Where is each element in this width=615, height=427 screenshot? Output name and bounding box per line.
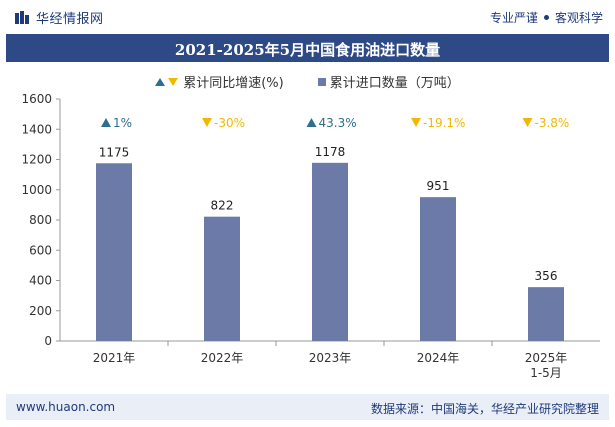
- growth-label: -19.1%: [423, 116, 465, 130]
- chart-legend: 累计同比增速(%) 累计进口数量（万吨）: [0, 72, 615, 91]
- separator-dot-icon: [543, 15, 549, 20]
- bar-swatch-icon: [317, 77, 326, 86]
- bar-value-label: 1175: [99, 145, 130, 159]
- tagline: 专业严谨 客观科学: [490, 9, 603, 26]
- bar: [96, 163, 132, 341]
- y-tick-label: 600: [29, 243, 52, 257]
- growth-label: 43.3%: [319, 116, 357, 130]
- legend-item-growth: 累计同比增速(%): [155, 72, 284, 91]
- brand-name: 华经情报网: [36, 12, 104, 27]
- legend-label-growth: 累计同比增速(%): [183, 76, 284, 91]
- bar: [204, 216, 240, 341]
- growth-label: -30%: [214, 116, 245, 130]
- y-tick-label: 800: [29, 213, 52, 227]
- bar: [312, 162, 348, 341]
- bar-value-label: 1178: [315, 145, 346, 159]
- x-tick-label: 2024年: [417, 351, 460, 365]
- bar-value-label: 951: [427, 179, 450, 193]
- x-tick-label: 2025年: [525, 351, 568, 365]
- up-down-triangle-icon: [155, 77, 179, 86]
- tagline-right: 客观科学: [554, 11, 603, 25]
- x-tick-label: 2023年: [309, 351, 352, 365]
- footer-source: 数据来源：中国海关，华经产业研究院整理: [370, 402, 599, 416]
- y-tick-label: 1600: [21, 92, 52, 106]
- growth-down-triangle-icon: [522, 118, 533, 127]
- bar-value-label: 822: [211, 199, 234, 213]
- bar-value-label: 356: [535, 269, 558, 283]
- y-tick-label: 400: [29, 274, 52, 288]
- legend-label-volume: 累计进口数量（万吨）: [329, 76, 460, 91]
- bar: [420, 197, 456, 341]
- growth-up-triangle-icon: [101, 118, 111, 127]
- top-bar: 华经情报网 专业严谨 客观科学: [0, 0, 615, 34]
- y-tick-label: 1200: [21, 153, 52, 167]
- title-bar: 2021-2025年5月中国食用油进口数量: [6, 34, 609, 62]
- x-tick-label: 1-5月: [530, 366, 562, 380]
- brand: 华经情报网: [14, 8, 104, 27]
- chart-title: 2021-2025年5月中国食用油进口数量: [174, 41, 441, 59]
- growth-down-triangle-icon: [411, 118, 421, 127]
- bar: [528, 287, 564, 341]
- tagline-left: 专业严谨: [489, 11, 538, 25]
- growth-down-triangle-icon: [202, 118, 212, 127]
- growth-label: 1%: [113, 116, 132, 130]
- y-tick-label: 0: [44, 334, 52, 348]
- x-tick-label: 2022年: [201, 351, 244, 365]
- x-tick-label: 2021年: [93, 351, 136, 365]
- brand-logo-icon: [15, 10, 29, 24]
- growth-up-triangle-icon: [306, 118, 317, 127]
- growth-label: -3.8%: [535, 116, 570, 130]
- y-tick-label: 200: [29, 304, 52, 318]
- y-tick-label: 1400: [21, 122, 52, 136]
- y-tick-label: 1000: [21, 183, 52, 197]
- footer: www.huaon.com 数据来源：中国海关，华经产业研究院整理: [6, 394, 609, 420]
- legend-item-volume: 累计进口数量（万吨）: [317, 72, 460, 91]
- footer-website: www.huaon.com: [16, 400, 116, 414]
